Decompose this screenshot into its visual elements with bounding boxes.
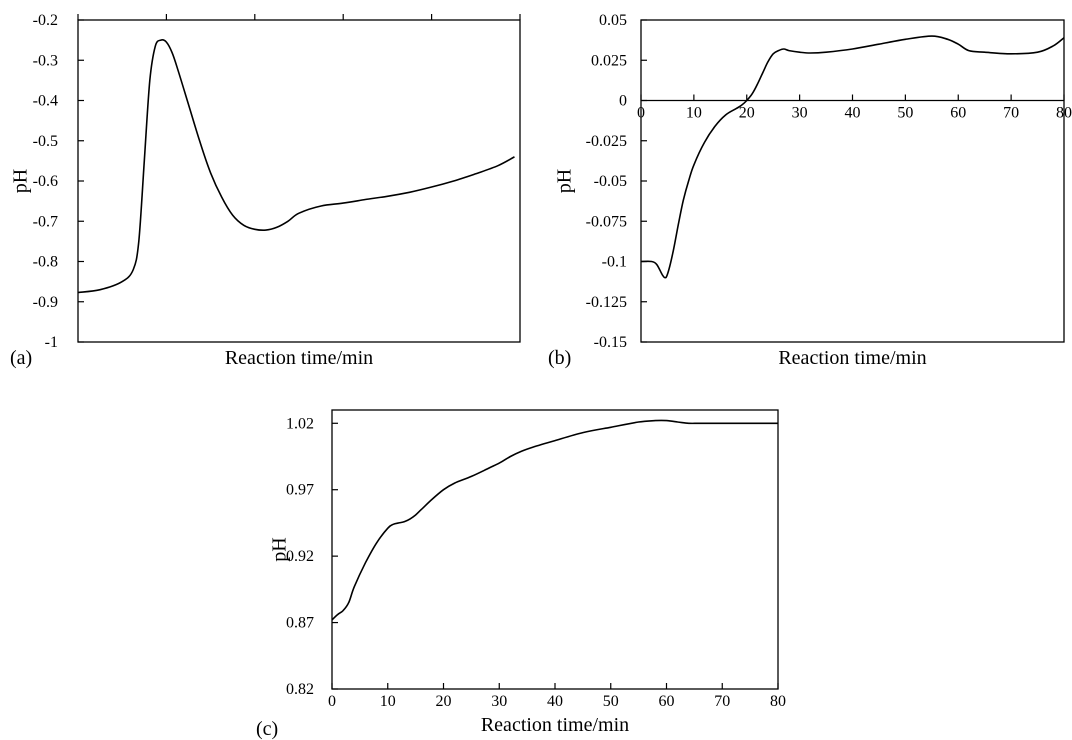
plot-frame [640,19,1065,343]
x-tick-label: 70 [1003,105,1019,122]
x-tick-label: 10 [380,693,396,710]
y-tick-label: -0.025 [586,133,627,150]
x-axis-title: Reaction time/min [778,347,926,369]
y-tick-label: -0.2 [33,12,58,29]
x-axis-title: Reaction time/min [481,714,629,736]
y-tick-label: 0.05 [599,12,627,29]
y-tick-label: -1 [45,334,58,351]
x-tick-label: 30 [792,105,808,122]
y-tick-label: -0.125 [586,294,627,311]
y-tick-label: 0.82 [286,681,314,698]
x-tick-label: 40 [547,693,563,710]
y-tick-label: 0.87 [286,615,314,632]
x-tick-label: 60 [950,105,966,122]
y-tick-label: -0.7 [33,213,58,230]
panel-label: (a) [10,347,32,369]
y-tick-label: -0.15 [594,334,627,351]
y-tick-label: 0 [619,93,627,110]
y-tick-label: -0.3 [33,52,58,69]
x-tick-label: 30 [491,693,507,710]
y-tick-label: -0.9 [33,294,58,311]
y-tick-label: 0.92 [286,548,314,565]
y-tick-label: -0.6 [33,173,58,190]
panel-c: 0.82 0.87 0.92 0.97 1.02 0 10 20 30 40 50 60 70 80 Rea… [256,409,786,740]
data-line [77,39,515,294]
x-tick-label: 20 [739,105,755,122]
x-tick-label: 50 [897,105,913,122]
plot-frame [331,409,779,690]
x-tick-label: 60 [659,693,675,710]
x-tick-label: 0 [637,105,645,122]
panel-b: 0.05 0.025 0 -0.025 -0.05 -0.075 -0.1 -0.125 -0.… [548,12,1072,369]
x-tick-label: 80 [1056,105,1072,122]
y-tick-label: 1.02 [286,415,314,432]
data-line [331,419,778,621]
x-tick-label: 70 [714,693,730,710]
y-tick-label: -0.8 [33,254,58,271]
panel-a: -0.2 -0.3 -0.4 -0.5 -0.6 -0.7 -0.8 -0.9 -1 Reacti… [10,12,521,369]
x-tick-label: 50 [603,693,619,710]
y-axis-title: pH [554,169,576,193]
y-axis-title: pH [269,537,291,561]
y-tick-label: 0.025 [591,52,627,69]
y-tick-label: -0.4 [33,93,58,110]
y-tick-label: -0.05 [594,173,627,190]
y-tick-label: -0.5 [33,133,58,150]
x-axis-title: Reaction time/min [225,347,373,369]
x-tick-label: 20 [436,693,452,710]
x-tick-label: 10 [686,105,702,122]
y-axis-title: pH [10,169,32,193]
data-line [640,35,1065,279]
panel-label: (c) [256,718,278,740]
y-tick-label: 0.97 [286,482,314,499]
x-tick-label: 0 [328,693,336,710]
x-tick-label: 40 [845,105,861,122]
x-tick-label: 80 [770,693,786,710]
y-tick-label: -0.1 [602,254,627,271]
panel-label: (b) [548,347,571,369]
y-tick-label: -0.075 [586,213,627,230]
